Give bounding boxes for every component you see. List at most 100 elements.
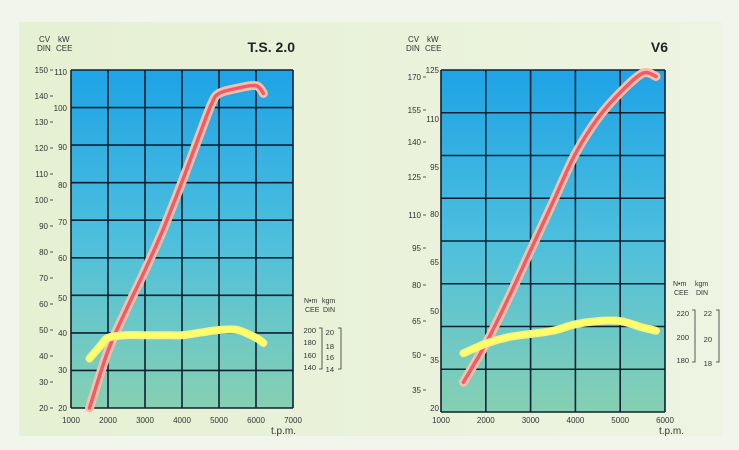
chart-ts20-kw-tick-label: 90 <box>58 143 67 152</box>
chart-ts20-kw-label: kW <box>58 35 70 44</box>
chart-ts20: 1000 2000 3000 4000 5000 6000 7000 20 30 40 50 60 70… <box>35 35 342 437</box>
chart-ts20-kgm-tick-label: 14 <box>326 365 334 374</box>
chart-ts20-cv-tick-label: 20 <box>39 404 48 413</box>
chart-v6-kgm-axis-line <box>716 309 720 363</box>
chart-ts20-nm-axis-line <box>319 327 323 370</box>
chart-ts20-power-curve <box>87 83 266 410</box>
chart-ts20-kw-tick-label: 50 <box>58 294 67 303</box>
chart-v6-cv-tick-label: 170 <box>408 73 422 82</box>
chart-ts20-series <box>85 80 268 413</box>
chart-v6-x-tick-label: 3000 <box>522 416 540 425</box>
chart-v6-nm-axis-line <box>692 309 696 363</box>
chart-v6-nm-tick-label: 200 <box>676 333 689 342</box>
chart-ts20-cv-tick-label: 90 <box>39 222 48 231</box>
chart-v6-cv-tick-label: 65 <box>412 317 421 326</box>
chart-ts20-kw-tick-label: 30 <box>58 366 67 375</box>
chart-ts20-nm-tick-label: 140 <box>303 363 316 372</box>
chart-ts20-cee-label: CEE <box>56 44 72 53</box>
chart-v6-kw-label: kW <box>427 35 439 44</box>
chart-ts20-torque-curve <box>87 326 266 362</box>
chart-v6-kw-tick-label: 125 <box>426 66 440 75</box>
chart-ts20-kgm-din-label: DIN <box>323 307 335 314</box>
chart-v6-x-tick-label: 4000 <box>567 416 585 425</box>
chart-v6-kw-tick-label: 50 <box>430 307 439 316</box>
chart-v6-torque-curve <box>460 317 659 356</box>
chart-ts20-x-axis-label: t.p.m. <box>271 426 296 437</box>
chart-v6-cv-tick-label: 35 <box>412 386 421 395</box>
chart-v6-x-tick-label: 5000 <box>611 416 629 425</box>
chart-v6-cv-tick-label: 125 <box>408 173 422 182</box>
chart-v6: 1000 2000 3000 4000 5000 6000 170 155 140 125 110 9… <box>406 35 720 437</box>
chart-v6-cv-tick-label: 110 <box>408 211 421 220</box>
chart-v6-cv-tick-label: 155 <box>408 106 422 115</box>
chart-v6-kw-tick-label: 20 <box>430 404 439 413</box>
chart-v6-cv-tick-label: 140 <box>408 138 422 147</box>
chart-v6-kgm-tick-label: 22 <box>704 309 712 318</box>
chart-ts20-x-tick-label: 3000 <box>136 416 154 425</box>
chart-ts20-kw-tick-label: 70 <box>58 218 67 227</box>
chart-v6-nm-label: N•m <box>673 281 687 288</box>
chart-v6-kw-tick-label: 95 <box>430 163 439 172</box>
chart-ts20-cv-tick-label: 70 <box>39 274 48 283</box>
chart-v6-kgm-label: kgm <box>695 281 708 288</box>
chart-ts20-nm-tick-label: 200 <box>303 326 316 335</box>
chart-v6-cv-tick-label: 95 <box>412 244 421 253</box>
chart-ts20-kgm-label: kgm <box>322 298 335 305</box>
chart-ts20-cv-label: CV <box>39 35 51 44</box>
chart-ts20-kw-tick-label: 100 <box>54 104 68 113</box>
chart-v6-x-axis-label: t.p.m. <box>659 426 684 437</box>
chart-ts20-kw-tick-label: 20 <box>58 404 67 413</box>
chart-v6-nm-tick-label: 180 <box>676 356 689 365</box>
chart-v6-kgm-tick-label: 18 <box>704 359 712 368</box>
chart-ts20-x-tick-label: 6000 <box>247 416 265 425</box>
chart-v6-nm-cee-label: CEE <box>674 290 689 297</box>
chart-ts20-kw-tick-label: 40 <box>58 329 67 338</box>
chart-v6-series <box>458 68 661 387</box>
chart-v6-kw-tick-label: 110 <box>426 115 439 124</box>
chart-ts20-cv-tick-label: 140 <box>35 92 49 101</box>
chart-ts20-nm-tick-label: 180 <box>303 338 316 347</box>
chart-v6-cv-label: CV <box>408 35 420 44</box>
chart-v6-nm-tick-label: 220 <box>676 309 689 318</box>
chart-ts20-kw-tick-label: 80 <box>58 181 67 190</box>
chart-ts20-x-tick-label: 4000 <box>173 416 191 425</box>
chart-ts20-cv-tick-label: 60 <box>39 300 48 309</box>
chart-ts20-kgm-tick-label: 16 <box>326 353 334 362</box>
chart-v6-kw-tick-label: 65 <box>430 258 439 267</box>
chart-v6-grid: 1000 2000 3000 4000 5000 6000 170 155 140 125 110 9… <box>408 66 720 425</box>
chart-v6-din-label: DIN <box>406 44 420 53</box>
chart-ts20-cv-tick-label: 50 <box>39 326 48 335</box>
chart-v6-x-tick-label: 1000 <box>432 416 450 425</box>
chart-ts20-kw-tick-label: 60 <box>58 254 67 263</box>
chart-v6-x-tick-label: 2000 <box>477 416 495 425</box>
chart-ts20-nm-label: N•m <box>304 298 318 305</box>
chart-ts20-nm-cee-label: CEE <box>305 307 320 314</box>
chart-v6-cv-tick-label: 80 <box>412 281 421 290</box>
chart-ts20-cv-tick-label: 120 <box>35 144 49 153</box>
chart-ts20-din-label: DIN <box>37 44 51 53</box>
chart-v6-cv-tick-label: 50 <box>412 351 421 360</box>
chart-ts20-title: T.S. 2.0 <box>248 39 296 55</box>
chart-v6-x-tick-label: 6000 <box>656 416 674 425</box>
chart-ts20-kgm-axis-line <box>338 327 342 370</box>
chart-v6-cee-label: CEE <box>425 44 441 53</box>
chart-ts20-x-tick-label: 2000 <box>99 416 117 425</box>
chart-v6-kw-tick-label: 80 <box>430 210 439 219</box>
chart-v6-title: V6 <box>651 39 668 55</box>
chart-ts20-cv-tick-label: 130 <box>35 118 49 127</box>
chart-ts20-cv-tick-label: 80 <box>39 248 48 257</box>
chart-ts20-cv-tick-label: 100 <box>35 196 49 205</box>
chart-v6-kgm-tick-label: 20 <box>704 335 712 344</box>
chart-v6-power-curve <box>461 70 658 384</box>
chart-ts20-cv-tick-label: 30 <box>39 378 48 387</box>
chart-ts20-kw-tick-label: 110 <box>54 68 67 77</box>
chart-ts20-x-tick-label: 7000 <box>284 416 302 425</box>
chart-ts20-cv-tick-label: 110 <box>35 170 48 179</box>
chart-ts20-nm-tick-label: 160 <box>303 351 316 360</box>
chart-ts20-cv-tick-label: 40 <box>39 352 48 361</box>
chart-ts20-x-tick-label: 5000 <box>210 416 228 425</box>
chart-ts20-kgm-tick-label: 18 <box>326 342 334 351</box>
chart-ts20-x-tick-label: 1000 <box>62 416 80 425</box>
chart-ts20-kgm-tick-label: 20 <box>326 328 334 337</box>
